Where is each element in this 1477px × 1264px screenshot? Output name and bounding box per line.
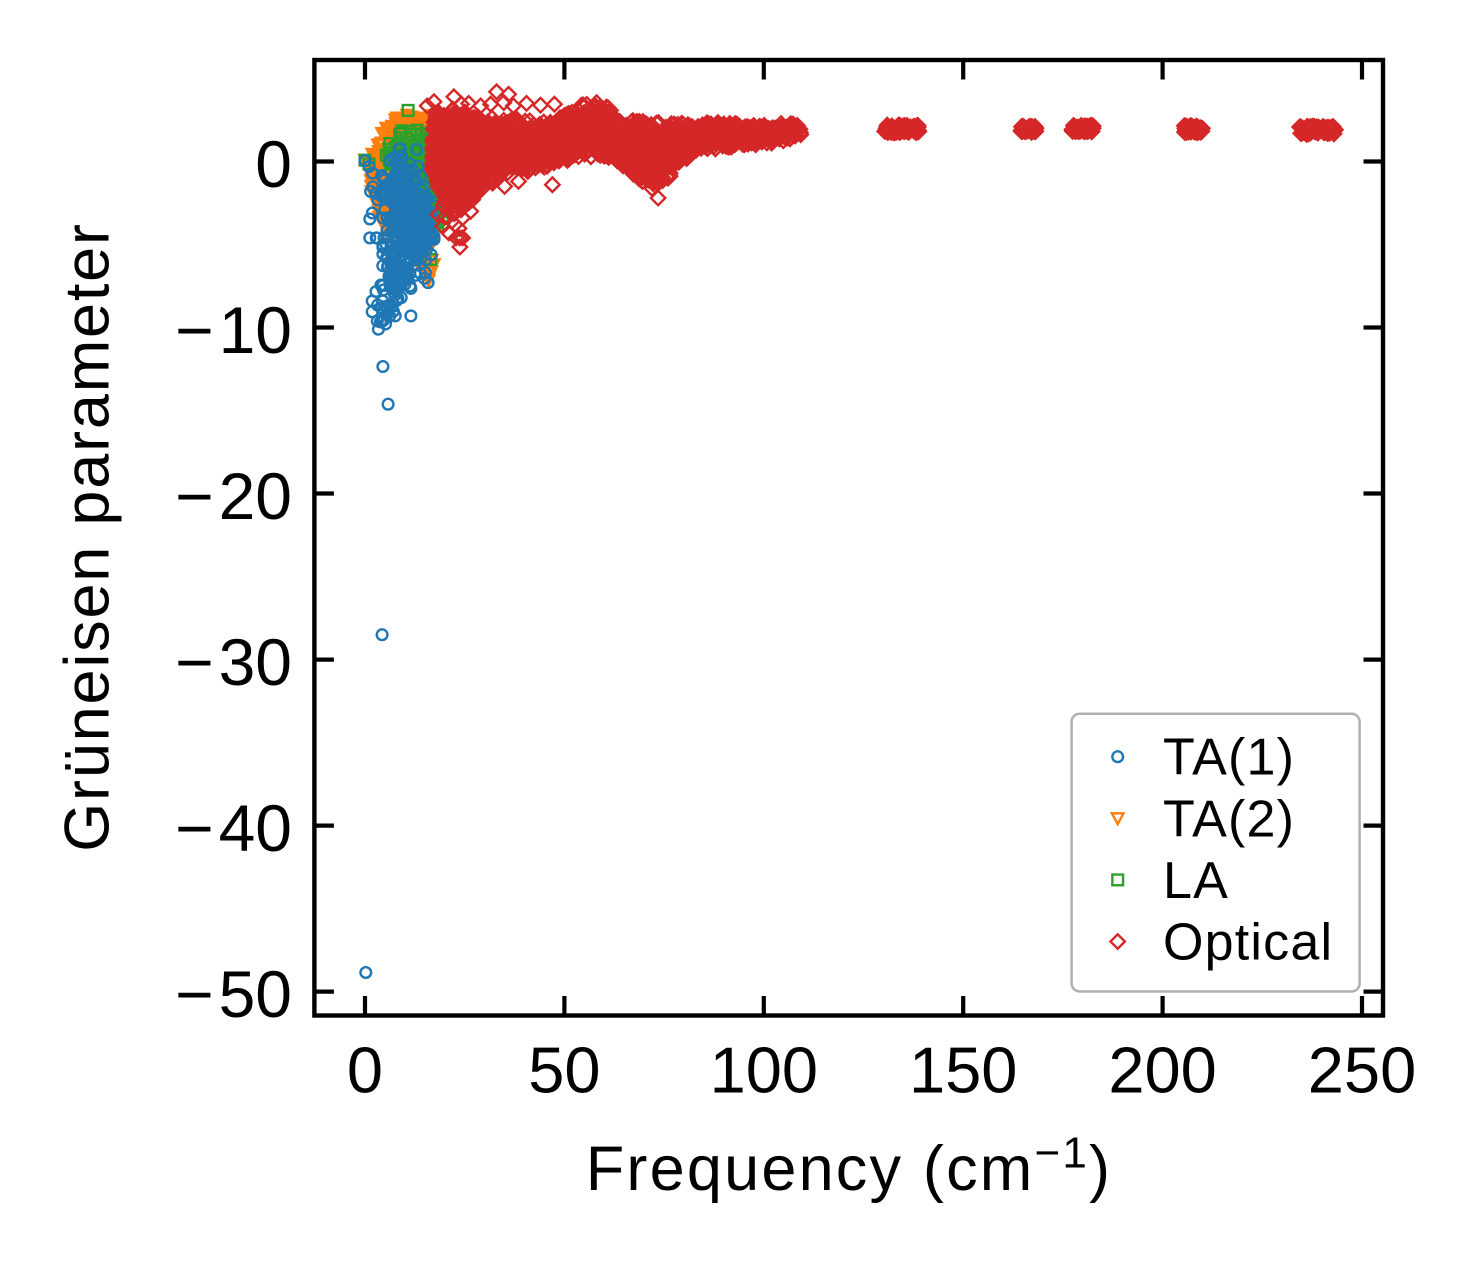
svg-text:100: 100 (710, 1033, 818, 1106)
svg-text:50: 50 (528, 1033, 600, 1106)
svg-text:−10: −10 (175, 293, 292, 367)
svg-text:−50: −50 (175, 957, 292, 1031)
svg-text:Optical: Optical (1163, 914, 1333, 972)
svg-text:−40: −40 (175, 791, 292, 865)
svg-text:TA(2): TA(2) (1163, 790, 1295, 848)
svg-text:0: 0 (255, 127, 292, 201)
svg-text:LA: LA (1163, 852, 1229, 910)
svg-text:0: 0 (347, 1033, 383, 1106)
svg-text:200: 200 (1108, 1033, 1216, 1106)
svg-text:−20: −20 (175, 459, 292, 533)
svg-text:250: 250 (1308, 1033, 1416, 1106)
svg-text:Grüneisen parameter: Grüneisen parameter (53, 222, 123, 852)
svg-text:−30: −30 (175, 625, 292, 699)
svg-text:Frequency (cm−1): Frequency (cm−1) (586, 1129, 1112, 1205)
svg-text:TA(1): TA(1) (1163, 729, 1295, 787)
svg-text:150: 150 (909, 1033, 1017, 1106)
